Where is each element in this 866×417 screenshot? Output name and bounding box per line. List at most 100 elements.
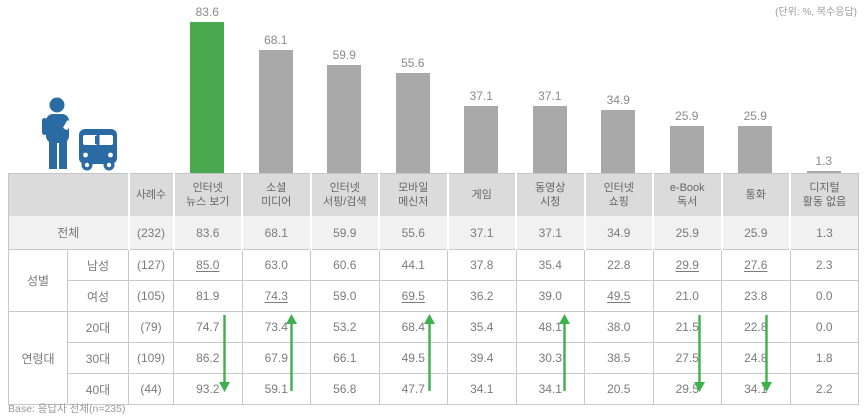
value-cell: 81.9 (173, 280, 243, 312)
row-sub-label: 40대 (67, 373, 129, 405)
header-cases: 사례수 (127, 173, 174, 216)
header-col-1: 소셜 미디어 (241, 173, 311, 216)
value-cell: 25.9 (720, 216, 790, 250)
value-cell: 37.1 (515, 216, 585, 250)
header-col-8: 통화 (720, 173, 790, 216)
header-col-0: 인터넷 뉴스 보기 (172, 173, 242, 216)
cases-cell: (232) (127, 216, 174, 250)
value-cell: 86.2 (173, 342, 243, 374)
bar-value-label: 1.3 (815, 153, 833, 168)
value-cell: 20.5 (584, 373, 654, 405)
value-cell: 1.8 (789, 342, 859, 374)
commuter-and-bus-icon (30, 96, 120, 173)
header-empty-cell (8, 173, 129, 216)
row-sub-label: 여성 (67, 280, 129, 312)
bar-value-label: 37.1 (538, 88, 562, 103)
value-cell: 55.6 (378, 216, 448, 250)
trend-arrow-up (285, 313, 298, 393)
bar-value-label: 34.9 (606, 92, 630, 107)
value-cell: 39.0 (515, 280, 585, 312)
value-cell: 23.8 (721, 280, 791, 312)
bar-value-label: 55.6 (401, 55, 425, 70)
cases-cell: (109) (128, 342, 174, 374)
bar-3 (395, 72, 430, 173)
value-cell: 24.8 (721, 342, 791, 374)
header-col-5: 동영상 시청 (515, 173, 585, 216)
value-cell: 2.2 (789, 373, 859, 405)
trend-arrow-up (423, 313, 436, 393)
trend-arrow-down (693, 313, 706, 393)
value-cell: 29.5 (652, 373, 722, 405)
value-cell: 2.3 (789, 249, 859, 281)
base-note: Base: 응답자 전체(n=235) (8, 403, 126, 415)
bar-8 (738, 126, 773, 173)
value-cell: 27.6 (721, 249, 791, 281)
header-col-3: 모바일 메신저 (378, 173, 448, 216)
value-cell: 25.9 (652, 216, 722, 250)
bar-9 (806, 170, 841, 173)
trend-arrow-up (558, 313, 571, 393)
bar-value-label: 68.1 (264, 33, 288, 47)
value-cell: 60.6 (310, 249, 380, 281)
bar-1 (258, 50, 293, 173)
value-cell: 93.2 (173, 373, 243, 405)
value-cell: 59.1 (241, 373, 311, 405)
value-cell: 29.9 (652, 249, 722, 281)
header-col-7: e-Book 독서 (652, 173, 722, 216)
row-group-label: 전체 (8, 216, 129, 250)
value-cell: 53.2 (310, 311, 380, 343)
bar-4 (464, 105, 499, 173)
value-cell: 66.1 (310, 342, 380, 374)
row-group-label: 연령대 (8, 311, 68, 405)
value-cell: 59.9 (309, 216, 379, 250)
value-cell: 59.0 (310, 280, 380, 312)
table-row-전체: 전체 (232) 83.6 68.1 59.9 55.6 37.1 37.1 34.9 25.9 2… (8, 216, 859, 250)
cases-cell: (79) (128, 311, 174, 343)
value-cell: 74.7 (173, 311, 243, 343)
value-cell: 34.1 (447, 373, 517, 405)
value-cell: 35.4 (447, 311, 517, 343)
value-cell: 38.0 (584, 311, 654, 343)
data-table: 사례수 인터넷 뉴스 보기 소셜 미디어 인터넷 서핑/검색 모바일 메신저 게임 동영상 시청 인터넷… (8, 173, 859, 405)
value-cell: 21.5 (652, 311, 722, 343)
header-col-4: 게임 (446, 173, 516, 216)
value-cell: 44.1 (378, 249, 448, 281)
value-cell: 37.1 (446, 216, 516, 250)
value-cell: 35.4 (515, 249, 585, 281)
value-cell: 34.1 (515, 373, 585, 405)
value-cell: 22.8 (584, 249, 654, 281)
trend-arrow-down (218, 313, 231, 393)
value-cell: 74.3 (241, 280, 311, 312)
value-cell: 49.5 (584, 280, 654, 312)
value-cell: 37.8 (447, 249, 517, 281)
bar-5 (532, 105, 567, 173)
value-cell: 30.3 (515, 342, 585, 374)
value-cell: 83.6 (172, 216, 242, 250)
bar-6 (601, 109, 636, 173)
value-cell: 22.8 (721, 311, 791, 343)
header-col-6: 인터넷 쇼핑 (583, 173, 653, 216)
header-col-9: 디지털 활동 없음 (789, 173, 859, 216)
value-cell: 0.0 (789, 311, 859, 343)
bar-value-label: 59.9 (332, 47, 356, 62)
bar-2 (327, 64, 362, 173)
value-cell: 36.2 (447, 280, 517, 312)
bar-value-label: 37.1 (469, 88, 493, 103)
value-cell: 47.7 (378, 373, 448, 405)
value-cell: 67.9 (241, 342, 311, 374)
value-cell: 39.4 (447, 342, 517, 374)
table-row-30대: 30대 (109) 86.2 67.9 66.1 49.5 39.4 30.3 38.5 27.5… (9, 342, 859, 374)
value-cell: 21.0 (652, 280, 722, 312)
value-cell: 34.9 (583, 216, 653, 250)
value-cell: 68.1 (241, 216, 311, 250)
bar-value-label: 25.9 (743, 109, 767, 124)
cases-cell: (44) (128, 373, 174, 405)
bar-0 (190, 22, 225, 173)
bar-value-label: 25.9 (675, 109, 699, 124)
value-cell: 56.8 (310, 373, 380, 405)
bar-value-label: 83.6 (195, 5, 219, 20)
table-row-여성: 여성 (105) 81.9 74.3 59.0 69.5 36.2 39.0 49.5 21.0 2… (9, 280, 859, 312)
row-sub-label: 30대 (67, 342, 129, 374)
cases-cell: (105) (128, 280, 174, 312)
